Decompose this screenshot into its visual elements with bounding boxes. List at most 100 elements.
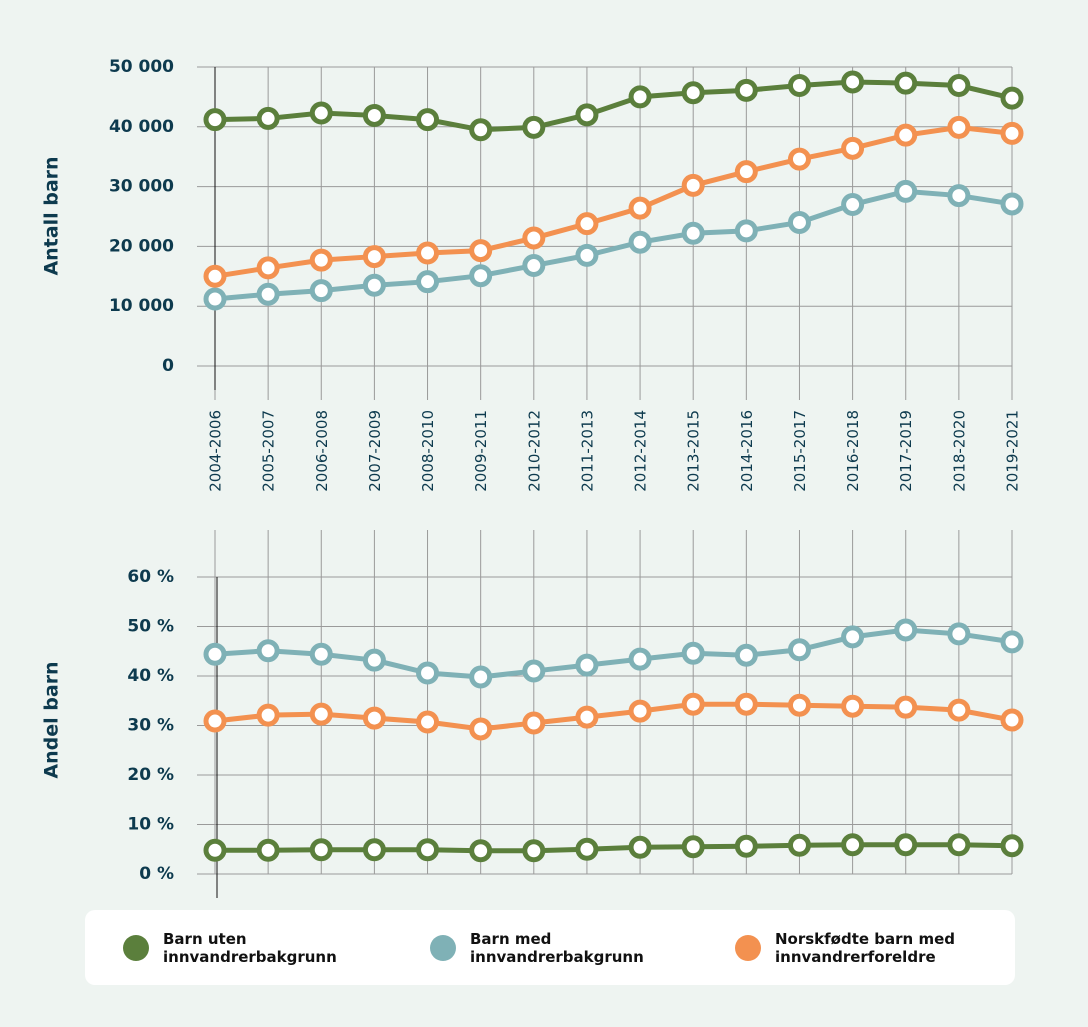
marker: [894, 833, 918, 857]
marker: [947, 115, 971, 139]
marker: [1000, 834, 1024, 858]
marker: [575, 837, 599, 861]
marker: [787, 638, 811, 662]
marker: [203, 642, 227, 666]
marker: [522, 226, 546, 250]
marker: [309, 642, 333, 666]
y-tick-label: 40 000: [109, 117, 174, 137]
marker: [256, 838, 280, 862]
series-line: [214, 188, 1013, 302]
marker: [894, 123, 918, 147]
marker: [734, 834, 758, 858]
series-line: [215, 842, 1013, 854]
marker: [575, 653, 599, 677]
marker: [1000, 192, 1024, 216]
marker: [309, 101, 333, 125]
y-tick-label: 30 %: [127, 716, 174, 736]
marker: [522, 254, 546, 278]
legend: Barn uten innvandrerbakgrunn Barn med inn…: [85, 910, 1015, 985]
marker: [309, 838, 333, 862]
marker: [469, 839, 493, 863]
marker: [947, 622, 971, 646]
y-tick-label: 20 000: [109, 236, 174, 256]
marker: [256, 639, 280, 663]
x-tick-label: 2009-2011: [472, 410, 490, 492]
x-tick-label: 2016-2018: [844, 410, 862, 492]
marker: [1000, 708, 1024, 732]
marker: [469, 118, 493, 142]
marker: [362, 838, 386, 862]
y-tick-label: 0 %: [139, 864, 174, 884]
legend-item: Norskfødte barn med innvandrerforeldre: [735, 910, 965, 985]
x-tick-label: 2005-2007: [260, 410, 278, 492]
marker: [575, 705, 599, 729]
marker: [469, 717, 493, 741]
y-tick-label: 10 000: [109, 296, 174, 316]
marker: [734, 692, 758, 716]
y-tick-label: 50 000: [109, 57, 174, 77]
marker: [469, 239, 493, 263]
marker: [947, 833, 971, 857]
marker: [841, 193, 865, 217]
marker: [947, 184, 971, 208]
marker: [734, 643, 758, 667]
y-axis-title: Antall barn: [41, 156, 63, 275]
marker: [256, 256, 280, 280]
y-axis-title: Andel barn: [41, 661, 63, 778]
marker: [841, 694, 865, 718]
y-tick-label: 60 %: [127, 567, 174, 587]
marker: [787, 147, 811, 171]
marker: [469, 665, 493, 689]
marker: [469, 264, 493, 288]
marker: [575, 103, 599, 127]
marker: [309, 248, 333, 272]
legend-label: Norskfødte barn med innvandrerforeldre: [775, 929, 955, 966]
marker: [522, 115, 546, 139]
y-tick-label: 10 %: [127, 815, 174, 835]
y-tick-label: 20 %: [127, 765, 174, 785]
legend-swatch: [430, 934, 456, 961]
marker: [734, 219, 758, 243]
marker: [256, 703, 280, 727]
marker: [522, 659, 546, 683]
marker: [681, 641, 705, 665]
legend-swatch: [735, 934, 761, 961]
marker: [734, 160, 758, 184]
x-tick-label: 2014-2016: [738, 410, 756, 492]
marker: [681, 81, 705, 105]
y-tick-label: 30 000: [109, 177, 174, 197]
x-tick-label: 2006-2008: [313, 410, 331, 492]
marker: [416, 108, 440, 132]
marker: [203, 287, 227, 311]
marker: [1000, 630, 1024, 654]
x-tick-label: 2010-2012: [525, 410, 543, 492]
marker: [628, 85, 652, 109]
x-tick-label: 2012-2014: [632, 410, 650, 492]
marker: [575, 243, 599, 267]
marker: [362, 706, 386, 730]
marker: [628, 196, 652, 220]
marker: [416, 661, 440, 685]
y-tick-label: 0: [162, 356, 174, 376]
marker: [734, 78, 758, 102]
marker: [681, 692, 705, 716]
marker: [894, 618, 918, 642]
y-tick-label: 50 %: [127, 617, 174, 637]
x-tick-label: 2018-2020: [950, 410, 968, 492]
marker: [841, 70, 865, 94]
legend-label: Barn med innvandrerbakgrunn: [470, 929, 644, 966]
marker: [681, 835, 705, 859]
x-tick-label: 2019-2021: [1004, 410, 1022, 492]
marker: [894, 179, 918, 203]
marker: [787, 833, 811, 857]
marker: [203, 264, 227, 288]
marker: [787, 74, 811, 98]
marker: [416, 270, 440, 294]
x-tick-label: 2017-2019: [897, 410, 915, 492]
marker: [841, 625, 865, 649]
marker: [522, 839, 546, 863]
marker: [1000, 121, 1024, 145]
series-line: [214, 79, 1013, 133]
legend-swatch: [123, 934, 149, 961]
marker: [894, 71, 918, 95]
